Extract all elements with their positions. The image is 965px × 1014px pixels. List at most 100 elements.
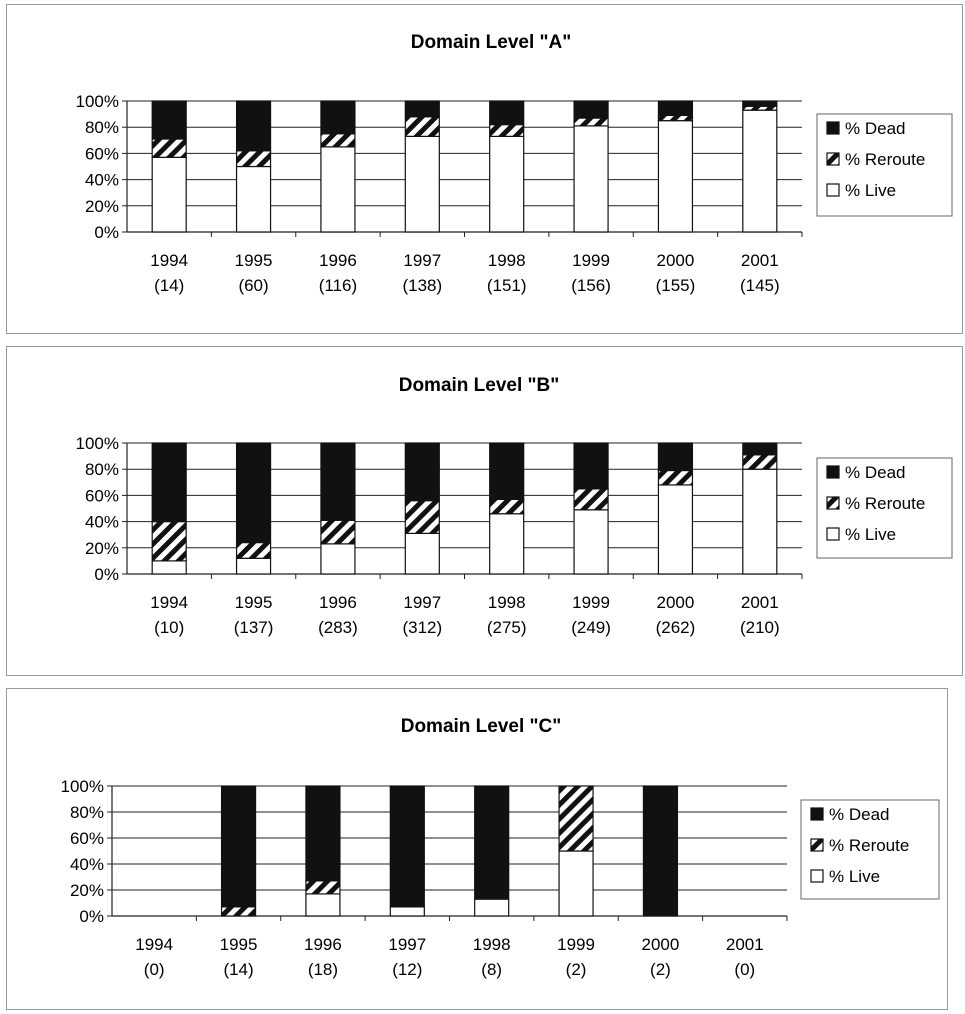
y-tick-label: 80% xyxy=(85,118,119,137)
bar-segment-dead xyxy=(320,100,356,135)
bar-segment-dead xyxy=(220,785,257,908)
bar-segment-live xyxy=(404,135,440,233)
bar-segment-dead xyxy=(642,785,679,917)
bar-segment-reroute xyxy=(573,488,609,511)
y-tick-label: 0% xyxy=(79,907,104,926)
bar-segment-live xyxy=(305,893,341,917)
bar-segment-reroute xyxy=(320,133,356,148)
bar-segment-reroute xyxy=(489,498,525,515)
bar-segment-live xyxy=(573,509,609,575)
x-tick-label: 1999 xyxy=(572,593,610,612)
bar-segment-dead xyxy=(657,100,694,117)
legend-swatch xyxy=(826,496,840,510)
y-tick-label: 40% xyxy=(85,513,119,532)
bar-segment-reroute xyxy=(235,541,272,559)
bar-segment-reroute xyxy=(151,521,187,562)
legend-swatch xyxy=(810,807,824,821)
bar-segment-reroute xyxy=(573,117,609,127)
bar-segment-dead xyxy=(235,442,272,544)
x-tick-label: 1998 xyxy=(488,593,526,612)
bar-segment-dead xyxy=(489,100,525,126)
x-count-label: (18) xyxy=(308,960,338,979)
x-tick-label: 1996 xyxy=(304,935,342,954)
y-tick-label: 100% xyxy=(76,92,119,111)
legend: % Dead % Reroute % Live xyxy=(816,113,953,217)
bar-segment-reroute xyxy=(489,123,525,137)
x-count-label: (137) xyxy=(234,618,274,637)
bar-segment-dead xyxy=(742,442,778,456)
chart-title: Domain Level "C" xyxy=(401,716,562,737)
y-tick-label: 80% xyxy=(85,460,119,479)
y-tick-label: 0% xyxy=(94,223,119,242)
x-tick-label: 1997 xyxy=(403,593,441,612)
y-tick-label: 40% xyxy=(85,171,119,190)
y-tick-label: 20% xyxy=(70,881,104,900)
x-count-label: (60) xyxy=(238,276,268,295)
legend-swatch xyxy=(826,152,840,166)
y-tick-label: 20% xyxy=(85,197,119,216)
bar-segment-dead xyxy=(404,442,440,502)
x-tick-label: 1994 xyxy=(150,251,188,270)
x-count-label: (2) xyxy=(566,960,587,979)
legend-swatch xyxy=(826,121,840,135)
x-count-label: (283) xyxy=(318,618,358,637)
legend-label: % Live xyxy=(829,867,880,886)
bar-segment-live xyxy=(404,532,440,575)
x-tick-label: 2000 xyxy=(657,593,695,612)
chart-panel-domain-c: Domain Level "C" 0% 20% 40% 60% 80% 100% 1994 (0… xyxy=(6,688,948,1010)
y-tick-label: 20% xyxy=(85,539,119,558)
chart-domain-a: Domain Level "A" 0% 20% 40% 60% 80% 100% 1994 (1… xyxy=(76,32,953,295)
chart-title: Domain Level "A" xyxy=(411,32,572,53)
bar-segment-live xyxy=(235,557,272,575)
x-tick-label: 1999 xyxy=(557,935,595,954)
x-tick-label: 1999 xyxy=(572,251,610,270)
bar-segment-live xyxy=(474,898,510,917)
legend-label: % Dead xyxy=(845,463,905,482)
x-tick-label: 1995 xyxy=(220,935,258,954)
x-tick-label: 1998 xyxy=(473,935,511,954)
bar-segment-dead xyxy=(474,785,510,900)
x-count-label: (14) xyxy=(223,960,253,979)
legend-label: % Live xyxy=(845,525,896,544)
bar-segment-reroute xyxy=(220,906,257,917)
bar-segment-live xyxy=(742,109,778,233)
x-count-label: (145) xyxy=(740,276,780,295)
x-count-label: (249) xyxy=(571,618,611,637)
y-tick-label: 40% xyxy=(70,855,104,874)
x-count-label: (312) xyxy=(402,618,442,637)
y-tick-label: 100% xyxy=(76,434,119,453)
x-count-label: (138) xyxy=(402,276,442,295)
x-count-label: (2) xyxy=(650,960,671,979)
x-tick-label: 1997 xyxy=(403,251,441,270)
bar-segment-dead xyxy=(404,100,440,118)
bar-segment-reroute xyxy=(404,116,440,137)
legend: % Dead % Reroute % Live xyxy=(816,457,953,559)
legend-label: % Dead xyxy=(845,119,905,138)
legend-label: % Dead xyxy=(829,805,889,824)
legend-label: % Reroute xyxy=(845,494,925,513)
bar-segment-dead xyxy=(151,100,187,140)
bar-segment-live xyxy=(657,484,694,575)
y-tick-label: 0% xyxy=(94,565,119,584)
bar-segment-reroute xyxy=(657,114,694,122)
bar-segment-reroute xyxy=(305,880,341,895)
x-tick-label: 1995 xyxy=(235,593,273,612)
x-tick-label: 1995 xyxy=(235,251,273,270)
legend-label: % Live xyxy=(845,181,896,200)
bar-segment-dead xyxy=(151,442,187,523)
legend-swatch xyxy=(810,869,824,883)
bar-segment-live xyxy=(489,513,525,575)
x-tick-label: 2001 xyxy=(741,593,779,612)
bar-segment-reroute xyxy=(404,500,440,534)
x-tick-label: 1996 xyxy=(319,593,357,612)
x-tick-label: 1996 xyxy=(319,251,357,270)
x-count-label: (262) xyxy=(656,618,696,637)
bar-segment-reroute xyxy=(558,785,594,852)
y-tick-label: 80% xyxy=(70,803,104,822)
bar-segment-reroute xyxy=(151,138,187,158)
bar-segment-live xyxy=(320,146,356,233)
bar-segment-live xyxy=(151,156,187,233)
legend-swatch xyxy=(810,838,824,852)
x-count-label: (155) xyxy=(656,276,696,295)
x-tick-label: 1998 xyxy=(488,251,526,270)
